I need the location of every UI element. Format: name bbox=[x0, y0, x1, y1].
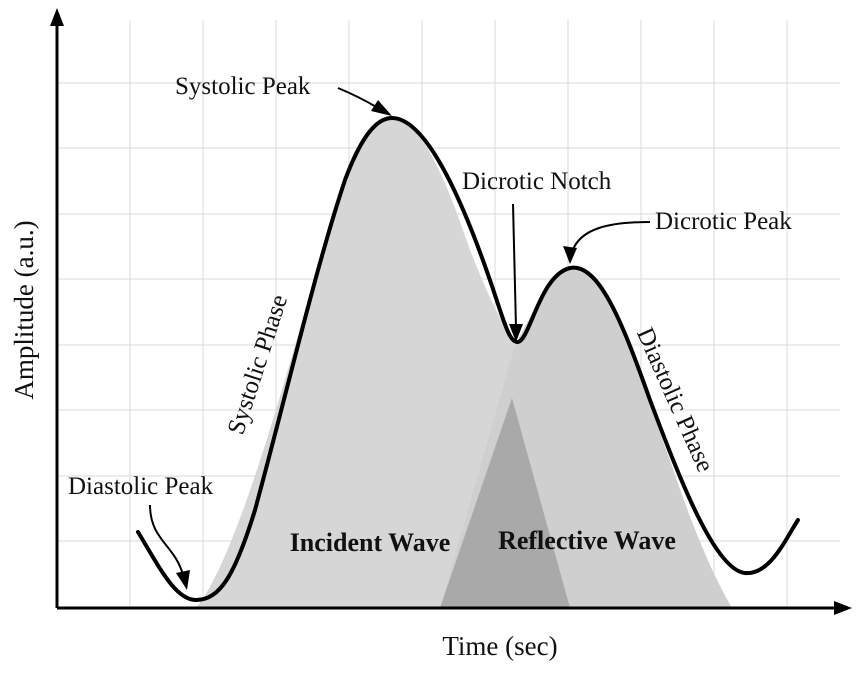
dicrotic-peak-label: Dicrotic Peak bbox=[655, 208, 792, 235]
reflective-wave-label: Reflective Wave bbox=[498, 526, 676, 555]
systolic-peak-label: Systolic Peak bbox=[175, 73, 311, 100]
wave-overlap-area bbox=[440, 398, 570, 608]
y-axis-label: Amplitude (a.u.) bbox=[9, 220, 39, 399]
incident-wave-label: Incident Wave bbox=[290, 528, 451, 557]
x-axis-label: Time (sec) bbox=[442, 631, 557, 661]
dicrotic-notch-label: Dicrotic Notch bbox=[462, 168, 612, 195]
ppg-waveform-curve bbox=[136, 116, 800, 602]
dicrotic-peak-arrow bbox=[563, 221, 651, 264]
diastolic-peak-label: Diastolic Peak bbox=[68, 473, 214, 500]
systolic-peak-arrow bbox=[337, 87, 392, 116]
dicrotic-notch-arrow bbox=[509, 203, 523, 342]
axes bbox=[50, 8, 852, 615]
diastolic-peak-arrow bbox=[149, 504, 190, 590]
